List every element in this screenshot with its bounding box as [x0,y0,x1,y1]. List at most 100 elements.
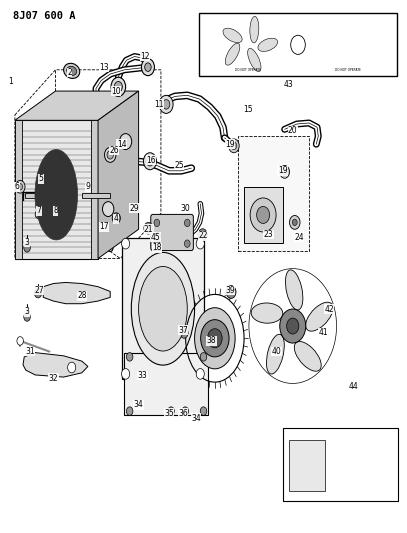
Ellipse shape [63,63,80,78]
Text: 21: 21 [144,225,153,234]
Circle shape [291,35,305,54]
Circle shape [184,240,190,247]
Text: DO NOT OPERATE: DO NOT OPERATE [335,68,361,72]
Polygon shape [23,353,88,377]
Circle shape [201,320,229,357]
Circle shape [155,232,160,239]
Text: 20: 20 [288,126,298,135]
Circle shape [24,313,30,321]
Circle shape [154,219,160,227]
Text: 38: 38 [207,336,217,345]
Text: 13: 13 [99,63,109,71]
Circle shape [250,198,276,232]
Circle shape [112,213,120,223]
Circle shape [144,222,153,234]
Circle shape [200,353,207,361]
Circle shape [103,201,114,216]
Circle shape [280,165,289,178]
Text: 17: 17 [99,222,109,231]
Ellipse shape [225,43,240,65]
Text: 7: 7 [37,206,42,215]
Text: 22: 22 [199,231,208,240]
Circle shape [114,82,123,92]
Circle shape [144,153,156,169]
Ellipse shape [139,266,187,351]
Text: 36: 36 [178,409,188,418]
Text: 24: 24 [294,233,304,242]
Circle shape [105,148,116,163]
Bar [91,120,98,259]
Text: 3: 3 [24,307,29,316]
Circle shape [208,329,222,348]
Circle shape [182,407,188,415]
Text: 44: 44 [349,382,359,391]
Text: 33: 33 [138,371,147,380]
Text: DO NOT OPERATE: DO NOT OPERATE [235,68,261,72]
Ellipse shape [306,302,333,331]
Ellipse shape [250,17,259,43]
Text: 8J07 600 A: 8J07 600 A [13,11,75,21]
Text: 10: 10 [112,86,121,95]
Bar [282,428,398,502]
Ellipse shape [248,49,261,71]
Circle shape [226,286,236,298]
Circle shape [127,353,133,361]
Circle shape [168,407,174,415]
Text: 4: 4 [114,214,119,223]
Bar [123,238,204,379]
Ellipse shape [195,308,235,369]
Text: 32: 32 [48,374,58,383]
Ellipse shape [251,303,283,323]
Ellipse shape [294,342,321,371]
Ellipse shape [131,253,195,365]
Text: 34: 34 [134,400,144,409]
Ellipse shape [258,38,278,51]
Text: 3: 3 [24,238,29,247]
Text: 16: 16 [146,156,155,165]
Circle shape [122,238,130,249]
Circle shape [144,63,151,71]
Text: 5: 5 [39,174,44,183]
Bar [25,193,53,198]
Text: 35: 35 [164,409,174,418]
Text: 11: 11 [154,100,164,109]
Bar [238,136,309,251]
Polygon shape [15,91,139,120]
Circle shape [146,157,153,166]
Ellipse shape [285,270,303,310]
Text: 42: 42 [324,304,334,313]
Text: 27: 27 [35,286,44,295]
Circle shape [180,328,188,338]
Circle shape [111,77,126,96]
Circle shape [159,95,173,114]
Bar [82,193,110,198]
Text: 40: 40 [271,347,281,356]
Text: 26: 26 [109,146,119,155]
Text: 19: 19 [225,140,235,149]
Circle shape [280,309,306,343]
Circle shape [17,337,24,345]
Circle shape [287,318,299,334]
Circle shape [229,139,239,153]
Text: 45: 45 [151,233,160,242]
Text: 9: 9 [85,182,90,191]
Text: 43: 43 [284,79,293,88]
Text: 2: 2 [67,68,72,77]
Circle shape [282,168,287,175]
Circle shape [18,183,23,190]
Bar [15,120,22,259]
Polygon shape [43,282,110,304]
Circle shape [142,59,154,76]
Circle shape [289,215,300,229]
Bar [244,187,282,243]
Circle shape [120,134,132,150]
Text: 37: 37 [178,326,188,335]
Circle shape [122,368,130,379]
Text: 29: 29 [130,204,139,213]
Bar [289,440,325,491]
Ellipse shape [267,334,284,374]
FancyBboxPatch shape [151,214,193,251]
Text: 19: 19 [278,166,287,175]
Bar [15,120,98,259]
Circle shape [153,229,163,242]
